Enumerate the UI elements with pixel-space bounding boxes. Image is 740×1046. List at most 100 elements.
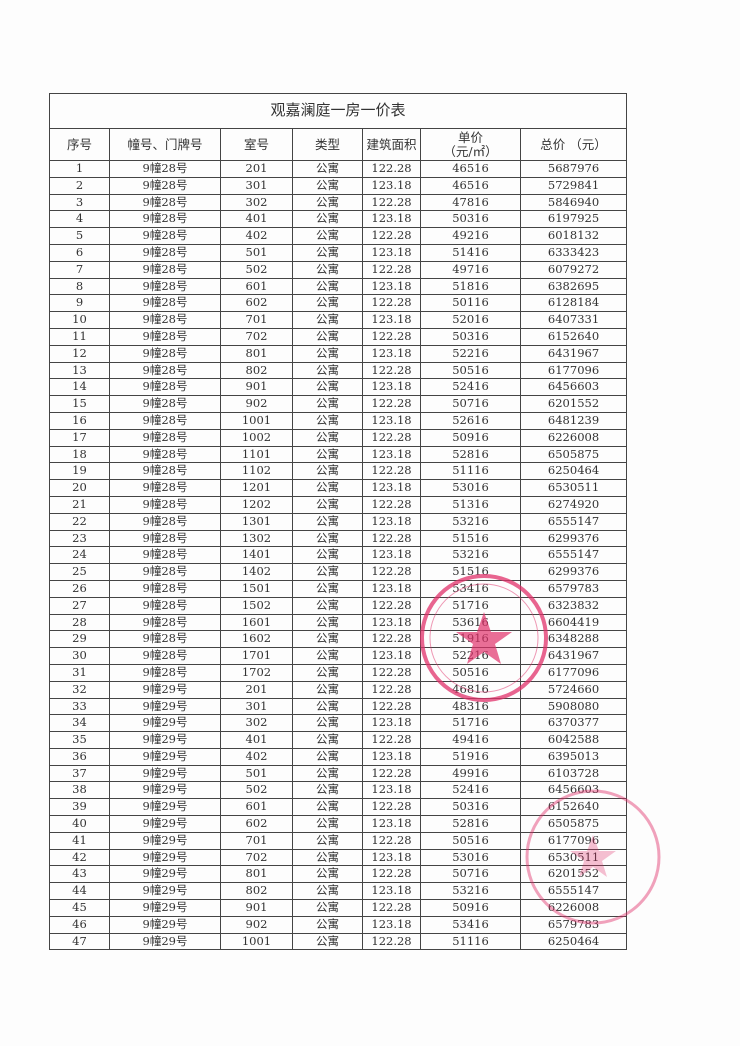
cell-room: 601 [220,798,293,817]
cell-building: 9幢28号 [109,411,221,430]
cell-type: 公寓 [292,395,363,413]
cell-no: 29 [49,630,110,649]
cell-unit-price: 51116 [420,462,521,481]
cell-no: 1 [49,160,110,178]
table-row: 18 9幢28号 1101 公寓 123.18 52816 6505875 [49,445,628,464]
table-row: 1 9幢28号 201 公寓 122.28 46516 5687976 [49,160,628,178]
cell-building: 9幢29号 [109,831,221,850]
cell-room: 1101 [220,445,293,464]
table-row: 35 9幢29号 401 公寓 122.28 49416 6042588 [49,731,628,749]
cell-unit-price: 52216 [420,344,521,363]
cell-no: 24 [49,546,110,565]
cell-total-price: 6177096 [519,361,628,380]
cell-room: 502 [220,781,293,800]
cell-building: 9幢28号 [109,462,221,481]
table-row: 40 9幢29号 602 公寓 123.18 52816 6505875 [49,815,628,833]
cell-room: 802 [220,882,293,901]
cell-room: 602 [220,294,293,313]
table-row: 38 9幢29号 502 公寓 123.18 52416 6456603 [49,781,628,800]
cell-no: 22 [49,512,110,531]
header-room: 室号 [220,128,293,161]
cell-room: 1001 [220,932,293,951]
table-row: 9 9幢28号 602 公寓 122.28 50116 6128184 [49,294,628,313]
cell-total-price: 6250464 [519,462,628,481]
table-row: 13 9幢28号 802 公寓 122.28 50516 6177096 [49,361,628,380]
cell-area: 122.28 [362,680,421,699]
cell-total-price: 6456603 [519,378,628,397]
header-row: 序号 幢号、门牌号 室号 类型 建筑面积 单价 （元/㎡） 总价 （元） [49,128,628,161]
cell-unit-price: 53216 [420,882,521,901]
cell-no: 9 [49,294,110,313]
cell-total-price: 6079272 [519,260,628,279]
cell-type: 公寓 [292,495,363,514]
cell-area: 122.28 [362,630,421,649]
cell-area: 123.18 [362,311,421,329]
cell-building: 9幢28号 [109,647,221,665]
cell-room: 1201 [220,479,293,497]
cell-total-price: 6395013 [519,747,628,766]
cell-no: 2 [49,176,110,195]
cell-room: 1102 [220,462,293,481]
cell-total-price: 6530511 [519,848,628,867]
cell-unit-price: 51816 [420,277,521,296]
cell-type: 公寓 [292,630,363,649]
cell-unit-price: 51116 [420,932,521,951]
cell-no: 21 [49,495,110,514]
cell-total-price: 6197925 [519,210,628,229]
cell-building: 9幢28号 [109,495,221,514]
cell-no: 13 [49,361,110,380]
cell-type: 公寓 [292,428,363,447]
cell-unit-price: 51316 [420,495,521,514]
table-row: 32 9幢29号 201 公寓 122.28 46816 5724660 [49,680,628,699]
cell-total-price: 6299376 [519,563,628,581]
cell-no: 23 [49,529,110,548]
cell-no: 43 [49,865,110,884]
cell-unit-price: 52616 [420,411,521,430]
cell-building: 9幢29号 [109,781,221,800]
cell-unit-price: 50916 [420,899,521,917]
cell-unit-price: 50516 [420,831,521,850]
cell-type: 公寓 [292,378,363,397]
cell-total-price: 6555147 [519,882,628,901]
cell-no: 11 [49,327,110,346]
cell-type: 公寓 [292,445,363,464]
cell-type: 公寓 [292,277,363,296]
cell-unit-price: 49916 [420,764,521,783]
cell-building: 9幢28号 [109,445,221,464]
cell-building: 9幢28号 [109,596,221,615]
cell-no: 18 [49,445,110,464]
cell-total-price: 6177096 [519,663,628,682]
cell-building: 9幢28号 [109,546,221,565]
cell-area: 122.28 [362,160,421,178]
table-row: 29 9幢28号 1602 公寓 122.28 51916 6348288 [49,630,628,649]
table-row: 25 9幢28号 1402 公寓 122.28 51516 6299376 [49,563,628,581]
cell-area: 123.18 [362,512,421,531]
cell-room: 701 [220,831,293,850]
cell-type: 公寓 [292,176,363,195]
cell-no: 16 [49,411,110,430]
cell-room: 902 [220,915,293,934]
cell-total-price: 6177096 [519,831,628,850]
cell-type: 公寓 [292,815,363,833]
cell-area: 122.28 [362,764,421,783]
header-building: 幢号、门牌号 [109,128,221,161]
table-row: 43 9幢29号 801 公寓 122.28 50716 6201552 [49,865,628,884]
cell-total-price: 6407331 [519,311,628,329]
cell-no: 37 [49,764,110,783]
cell-room: 902 [220,395,293,413]
cell-area: 122.28 [362,529,421,548]
cell-building: 9幢28号 [109,327,221,346]
cell-room: 301 [220,176,293,195]
cell-total-price: 6323832 [519,596,628,615]
cell-unit-price: 49416 [420,731,521,749]
cell-no: 42 [49,848,110,867]
table-row: 5 9幢28号 402 公寓 122.28 49216 6018132 [49,227,628,245]
cell-building: 9幢29号 [109,882,221,901]
cell-room: 501 [220,243,293,262]
cell-type: 公寓 [292,529,363,548]
cell-type: 公寓 [292,411,363,430]
cell-type: 公寓 [292,546,363,565]
cell-room: 1202 [220,495,293,514]
cell-area: 123.18 [362,882,421,901]
cell-area: 122.28 [362,697,421,716]
